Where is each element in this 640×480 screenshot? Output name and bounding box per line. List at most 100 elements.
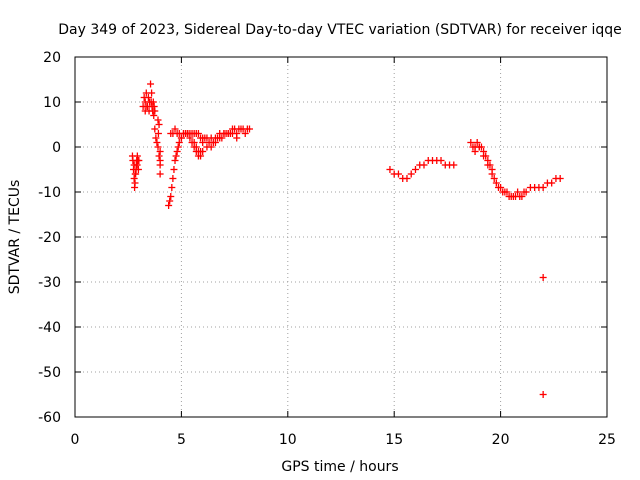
- data-point: [156, 148, 164, 155]
- y-tick-label: -20: [38, 230, 61, 246]
- data-point: [167, 193, 175, 200]
- y-tick-label: -30: [38, 275, 61, 291]
- data-point: [154, 116, 162, 124]
- data-point: [156, 157, 164, 164]
- data-point: [168, 184, 176, 191]
- data-point: [177, 134, 185, 142]
- data-point: [175, 139, 183, 146]
- data-point: [473, 139, 481, 146]
- data-point: [539, 391, 547, 398]
- data-point: [403, 175, 411, 182]
- data-point: [233, 134, 241, 142]
- data-point: [548, 179, 556, 187]
- data-point: [467, 139, 475, 146]
- data-point: [518, 193, 526, 200]
- data-point: [471, 148, 479, 155]
- y-tick-label: -50: [38, 365, 61, 381]
- data-point: [407, 170, 415, 178]
- data-point: [131, 179, 139, 187]
- data-point: [522, 188, 530, 196]
- y-tick-label: 10: [43, 95, 61, 111]
- data-point: [497, 184, 505, 191]
- data-point: [197, 152, 205, 160]
- tick-layer: 0 5 10 15 20 25 -60 -50 -40 -30 -20 -10 0 10 20: [38, 50, 616, 448]
- data-point: [155, 121, 163, 128]
- data-point: [192, 143, 200, 151]
- data-point: [132, 166, 140, 173]
- data-point: [152, 134, 160, 142]
- x-tick-label: 0: [71, 432, 80, 448]
- data-point: [144, 94, 152, 101]
- data-point: [488, 170, 496, 178]
- data-point: [130, 175, 138, 182]
- data-point: [154, 130, 162, 137]
- data-point: [475, 143, 483, 151]
- x-tick-label: 5: [177, 432, 186, 448]
- data-point: [165, 202, 173, 209]
- data-point: [130, 161, 138, 169]
- data-point: [199, 148, 207, 155]
- x-tick-label: 15: [385, 432, 403, 448]
- data-point: [211, 139, 219, 146]
- y-tick-label: 20: [43, 50, 61, 66]
- data-point: [143, 103, 151, 110]
- data-point: [420, 161, 428, 169]
- data-point: [151, 125, 159, 133]
- data-point: [245, 125, 253, 133]
- data-point: [514, 188, 522, 196]
- data-point: [216, 134, 224, 142]
- y-tick-label: 0: [52, 140, 61, 156]
- data-layer: [128, 80, 564, 398]
- data-point: [170, 166, 178, 173]
- data-point: [450, 161, 458, 169]
- data-point: [148, 89, 156, 97]
- data-point: [411, 166, 419, 173]
- data-point: [155, 152, 163, 160]
- data-point: [150, 112, 158, 119]
- data-point: [190, 139, 198, 146]
- data-point: [199, 139, 207, 146]
- data-point: [147, 80, 155, 88]
- x-tick-label: 20: [492, 432, 510, 448]
- data-point: [174, 143, 182, 151]
- x-axis-label: GPS time / hours: [281, 459, 398, 475]
- data-point: [480, 152, 488, 160]
- data-point: [156, 170, 164, 178]
- y-tick-label: -60: [38, 410, 61, 426]
- data-point: [394, 170, 402, 178]
- grid-layer: [75, 57, 607, 417]
- y-axis-label: SDTVAR / TECUs: [7, 180, 23, 295]
- chart-title: Day 349 of 2023, Sidereal Day-to-day VTE…: [58, 22, 622, 38]
- data-point: [556, 175, 564, 182]
- data-point: [145, 107, 153, 115]
- data-point: [171, 125, 179, 133]
- data-point: [228, 130, 236, 137]
- data-point: [147, 98, 155, 106]
- data-point: [484, 161, 492, 169]
- x-tick-label: 10: [279, 432, 297, 448]
- data-point: [207, 143, 215, 151]
- data-point: [166, 197, 174, 205]
- data-point: [241, 130, 249, 137]
- data-point: [154, 143, 162, 151]
- data-point: [437, 157, 445, 164]
- data-point: [171, 157, 179, 164]
- data-point: [539, 184, 547, 191]
- data-point: [492, 179, 500, 187]
- data-point: [194, 130, 202, 137]
- data-point: [135, 157, 143, 164]
- x-tick-label: 25: [598, 432, 616, 448]
- y-tick-label: -10: [38, 185, 61, 201]
- data-point: [131, 170, 139, 178]
- data-point: [133, 152, 141, 160]
- data-point: [539, 274, 547, 281]
- data-point: [153, 139, 161, 146]
- data-point: [173, 148, 181, 155]
- data-point: [490, 175, 498, 182]
- y-tick-label: -40: [38, 320, 61, 336]
- data-point: [172, 152, 180, 160]
- data-point: [386, 166, 394, 173]
- data-point: [169, 175, 177, 182]
- data-point: [503, 188, 511, 196]
